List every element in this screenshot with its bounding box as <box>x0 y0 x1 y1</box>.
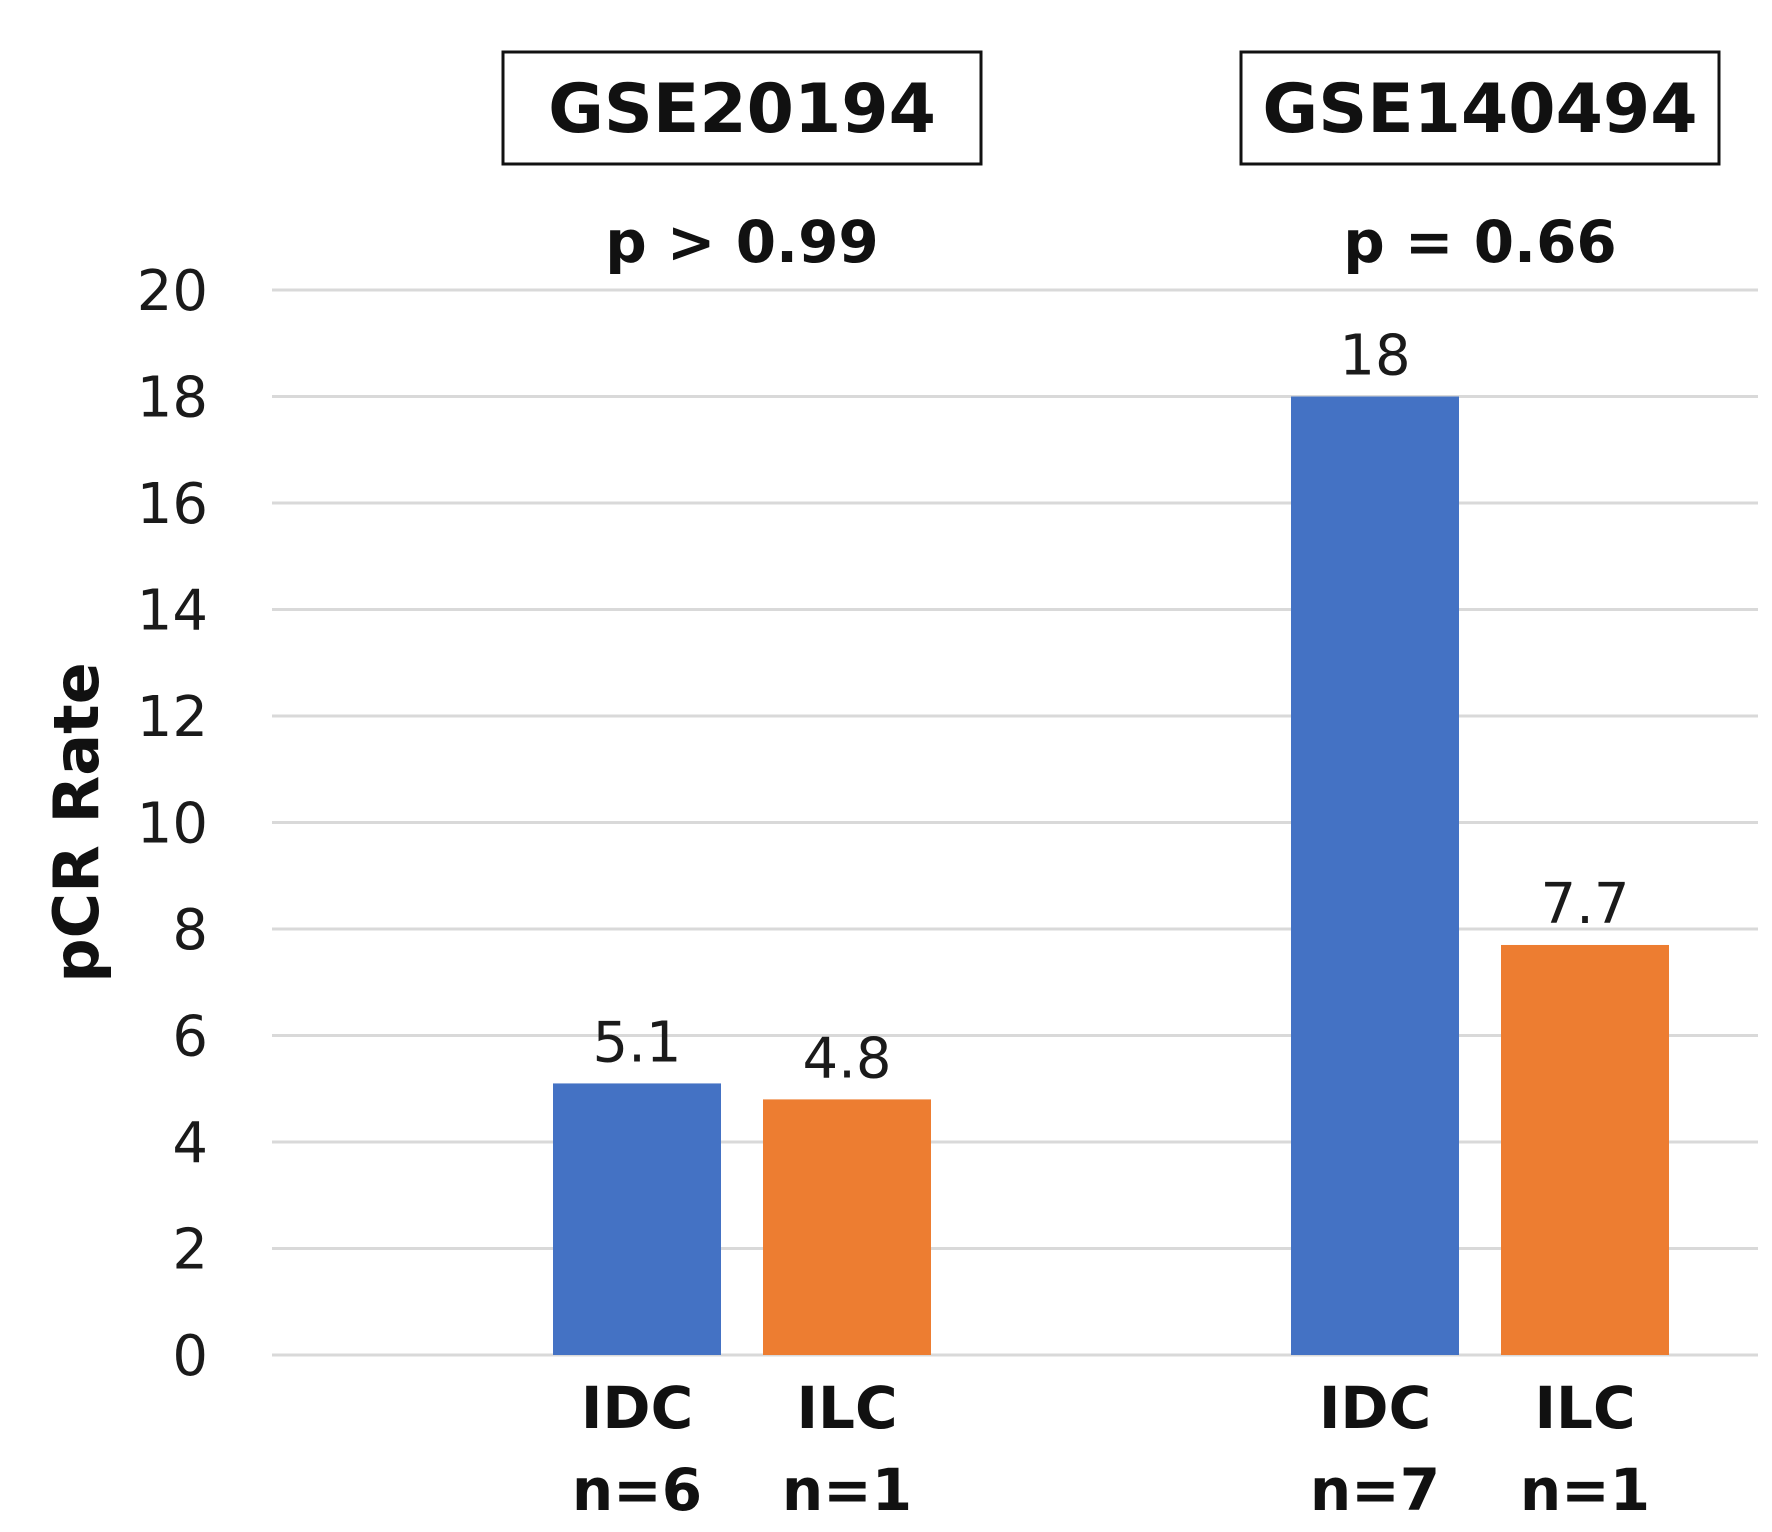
y-tick-label-0: 0 <box>172 1324 208 1389</box>
bar-value-label: 18 <box>1339 324 1410 389</box>
category-type-label: ILC <box>796 1374 897 1442</box>
y-tick-label-10: 10 <box>137 792 208 857</box>
y-tick-label-12: 12 <box>137 685 208 750</box>
category-n-label: n=6 <box>572 1456 702 1524</box>
y-tick-label-8: 8 <box>172 898 208 963</box>
y-axis-label: pCR Rate <box>40 662 113 982</box>
bar-gse20194-idc <box>553 1083 721 1355</box>
bar-gse140494-idc <box>1291 396 1459 1355</box>
bar-value-label: 4.8 <box>802 1026 891 1091</box>
y-tick-label-2: 2 <box>172 1218 208 1283</box>
bar-value-label: 7.7 <box>1540 872 1629 937</box>
dataset-title: GSE140494 <box>1262 70 1697 149</box>
category-n-label: n=1 <box>782 1456 912 1524</box>
y-tick-label-6: 6 <box>172 1005 208 1070</box>
gridlines <box>272 288 1758 1357</box>
dataset-title: GSE20194 <box>548 70 936 149</box>
category-type-label: ILC <box>1534 1374 1635 1442</box>
y-tick-label-4: 4 <box>172 1111 208 1176</box>
bars: 5.1 4.8 18 7.7 <box>553 324 1669 1355</box>
dataset-title-box <box>501 50 983 166</box>
y-tick-label-14: 14 <box>137 579 208 644</box>
category-type-label: IDC <box>1319 1374 1431 1442</box>
y-tick-label-16: 16 <box>137 472 208 537</box>
category-type-label: IDC <box>581 1374 693 1442</box>
y-tick-label-20: 20 <box>137 259 208 324</box>
y-axis-ticks: 0 2 4 6 8 10 12 14 16 18 20 <box>137 259 208 1389</box>
category-n-label: n=7 <box>1310 1456 1440 1524</box>
category-n-label: n=1 <box>1520 1456 1650 1524</box>
bar-gse20194-ilc <box>763 1099 931 1355</box>
bar-gse140494-ilc <box>1501 944 1669 1355</box>
dataset-title-box <box>1239 50 1721 166</box>
dataset-headers: GSE20194 p > 0.99 GSE140494 p = 0.66 <box>501 50 1721 276</box>
bar-value-label: 5.1 <box>592 1010 681 1075</box>
category-labels: IDC n=6 ILC n=1 IDC n=7 ILC n=1 <box>572 1374 1650 1524</box>
p-value-label: p > 0.99 <box>605 208 879 276</box>
y-tick-label-18: 18 <box>137 366 208 431</box>
p-value-label: p = 0.66 <box>1343 208 1617 276</box>
